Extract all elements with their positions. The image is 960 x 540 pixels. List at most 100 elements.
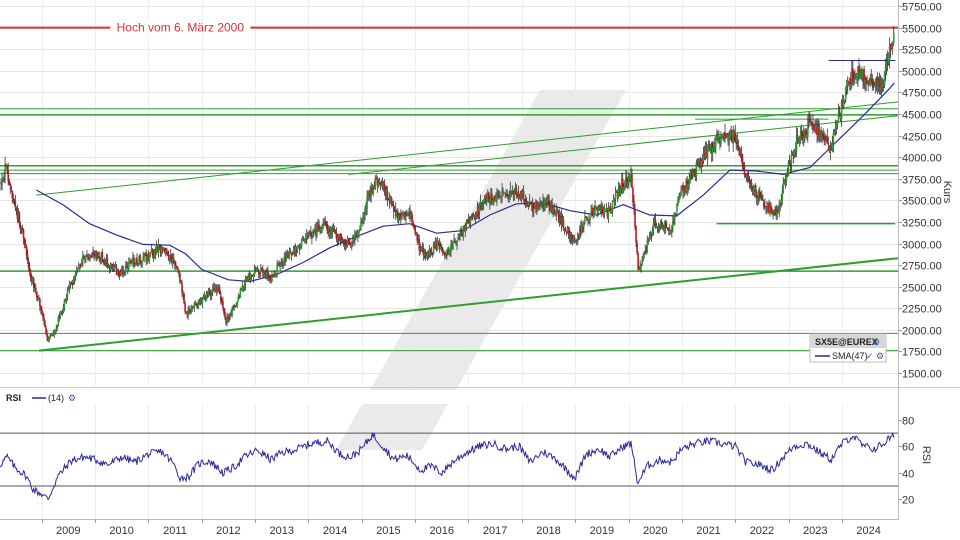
candle-up: [395, 211, 398, 216]
candle-up: [496, 194, 498, 200]
candle-up: [432, 244, 435, 255]
candle-down: [519, 195, 522, 198]
candle-down: [627, 182, 629, 185]
candle-down: [609, 205, 612, 212]
candle-down: [284, 257, 287, 261]
candle-up: [535, 202, 537, 206]
candle-up: [528, 201, 531, 203]
candle-down: [665, 227, 668, 229]
candle-up: [363, 214, 365, 217]
candle-down: [104, 261, 107, 265]
candle-up: [194, 303, 197, 305]
candle-down: [145, 252, 148, 262]
candle-up: [148, 252, 151, 262]
candle-down: [818, 125, 820, 136]
candle-up: [698, 158, 701, 164]
candle-up: [689, 172, 692, 182]
candle-down: [179, 273, 181, 283]
candle-up: [74, 273, 77, 277]
candle-down: [278, 263, 280, 267]
candle-up: [346, 238, 349, 245]
candle-up: [263, 271, 265, 274]
candle-up: [639, 265, 641, 270]
candle-up: [4, 163, 6, 176]
candle-up: [69, 283, 72, 286]
candle-up: [484, 196, 487, 198]
candle-up: [778, 204, 781, 214]
candle-up: [668, 230, 671, 232]
candle-down: [240, 289, 243, 291]
candle-down: [876, 77, 879, 86]
candle-up: [476, 207, 479, 214]
candle-down: [754, 184, 757, 191]
candle-up: [547, 199, 549, 201]
candle-down: [738, 146, 741, 156]
legend-sma-gear-icon[interactable]: ⚙: [876, 351, 884, 361]
candle-up: [726, 136, 728, 138]
candle-up: [542, 201, 544, 205]
annotation-background: [110, 20, 251, 35]
candle-down: [451, 243, 453, 249]
candle-up: [193, 303, 196, 308]
candle-down: [272, 274, 274, 277]
candle-down: [441, 249, 444, 252]
candle-up: [140, 263, 142, 265]
candle-down: [418, 239, 421, 251]
candle-down: [209, 293, 212, 297]
candle-up: [571, 238, 574, 240]
candle-down: [411, 214, 413, 224]
candle-down: [178, 270, 180, 273]
candle-up: [569, 233, 572, 239]
candle-up: [417, 239, 420, 241]
candle-down: [529, 202, 532, 205]
candle-up: [237, 296, 240, 301]
candle-up: [842, 100, 845, 107]
candle-down: [838, 111, 841, 118]
candle-up: [643, 252, 646, 255]
candle-up: [891, 45, 894, 47]
candle-down: [661, 225, 664, 227]
candle-down: [443, 250, 445, 254]
legend-sma-check-icon[interactable]: ✓: [866, 351, 874, 361]
candle-up: [367, 193, 369, 197]
candle-down: [565, 231, 568, 233]
candle-up: [518, 196, 521, 200]
candle-down: [383, 183, 386, 191]
candle-up: [729, 133, 731, 138]
candle-down: [386, 191, 389, 201]
candle-up: [817, 126, 819, 134]
candle-up: [614, 192, 617, 200]
candle-up: [134, 264, 136, 266]
candle-up: [604, 208, 607, 210]
candle-up: [460, 231, 462, 233]
candle-up: [674, 213, 676, 219]
candle-down: [310, 231, 312, 237]
candle-down: [281, 262, 284, 264]
candle-down: [424, 252, 427, 259]
candle-down: [121, 270, 124, 274]
candle-down: [36, 291, 38, 298]
candle-up: [588, 219, 590, 221]
candle-down: [525, 203, 528, 205]
candle-up: [212, 287, 215, 289]
legend-sma-label: SMA(47): [832, 351, 868, 361]
candle-up: [685, 180, 687, 191]
candle-up: [651, 230, 654, 236]
candle-up: [671, 227, 673, 232]
candle-down: [334, 231, 337, 234]
rsi-header-gear-icon[interactable]: ⚙: [68, 393, 76, 403]
candle-down: [512, 191, 515, 196]
candle-up: [885, 61, 888, 67]
candle-up: [316, 228, 318, 235]
candle-up: [807, 122, 809, 137]
candle-down: [868, 82, 870, 84]
candle-up: [832, 132, 835, 147]
candle-up: [675, 213, 677, 215]
candle-down: [257, 271, 260, 273]
legend-instrument-gear-icon[interactable]: ⚙: [872, 337, 880, 347]
candle-down: [447, 251, 449, 253]
rsi-reference-lines: [0, 432, 898, 487]
candle-down: [557, 211, 560, 217]
candle-down: [755, 191, 758, 199]
